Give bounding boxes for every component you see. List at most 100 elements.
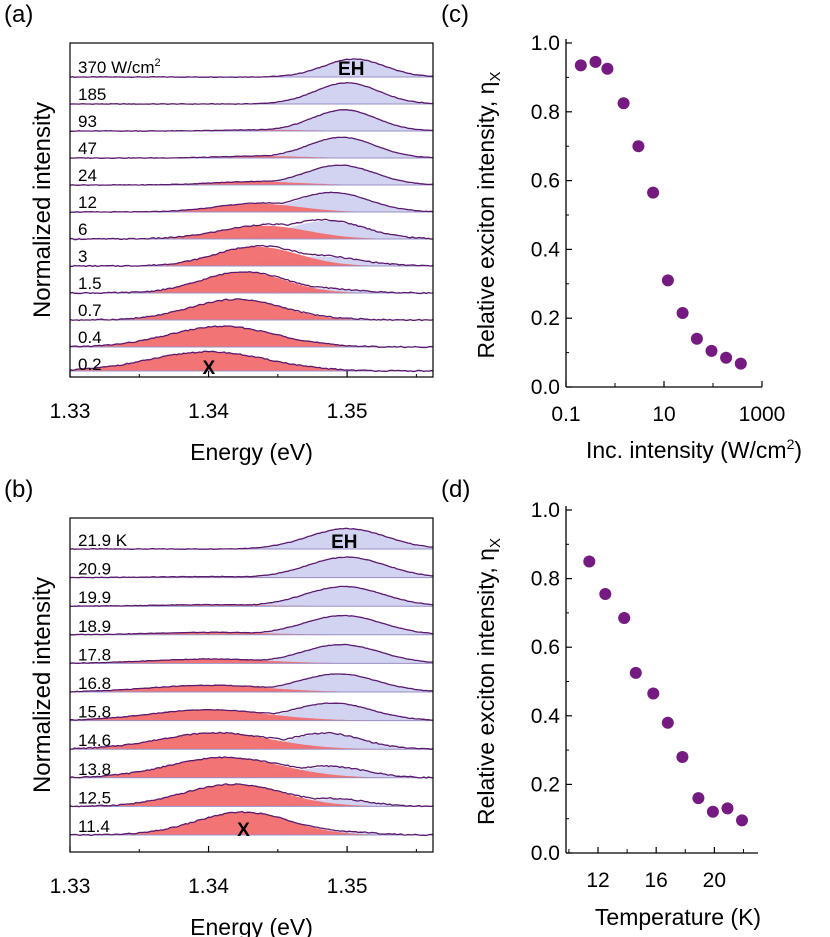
spectrum-11-4-curve (69, 810, 434, 837)
spectrum-18-9: 18.9 (69, 614, 434, 636)
spectrum-185-eh-fill (70, 82, 433, 104)
data-point (676, 307, 689, 319)
x-peak-label: X (203, 358, 216, 379)
spectrum-24-x-fill (70, 181, 433, 185)
spectrum-12-eh-fill (70, 192, 433, 212)
spectrum-47: 47 (69, 136, 434, 159)
spectrum-12-label: 12 (78, 193, 97, 212)
spectrum-15-8-curve (70, 702, 433, 721)
spectrum-15-8-x-fill (70, 709, 433, 721)
y-tick-label: 1.0 (531, 499, 560, 522)
spectrum-18-9-curve (69, 614, 434, 636)
y-tick-label: 1.0 (531, 32, 560, 55)
spectrum-0-4-label: 0.4 (78, 328, 102, 347)
y-tick-label: 0.4 (531, 238, 561, 261)
spectrum-20-9: 20.9 (69, 556, 434, 579)
x-tick-label: 1.35 (327, 400, 368, 423)
spectrum-24-label: 24 (78, 166, 97, 185)
spectrum-1-5-label: 1.5 (78, 274, 102, 293)
x-tick-label: 1.35 (327, 875, 368, 898)
data-point (617, 97, 630, 110)
data-point (734, 357, 747, 370)
spectrum-21-9-eh-fill (70, 528, 433, 549)
spectra-panel-b: 21.9 K 20.9 19.9 18.9 17.8 16.8 15.8 14.6 13.8 12… (29, 517, 434, 937)
spectrum-93-eh-fill (70, 109, 433, 131)
spectrum-0-2-label: 0.2 (78, 355, 102, 374)
spectrum-24-eh-fill (70, 165, 433, 185)
spectrum-15-8: 15.8 (70, 702, 433, 722)
y-axis-title: Normalized intensity (29, 577, 56, 793)
eh-peak-label: EH (338, 59, 364, 80)
spectrum-16-8-x-fill (70, 685, 433, 692)
spectrum-17-8: 17.8 (69, 643, 434, 664)
spectrum-21-9-curve (69, 527, 434, 550)
data-point (736, 814, 748, 827)
spectrum-93-label: 93 (78, 112, 97, 131)
data-point (647, 186, 660, 199)
spectrum-18-9-label: 18.9 (78, 617, 111, 636)
spectrum-19-9-label: 19.9 (78, 588, 111, 607)
spectrum-19-9-curve (70, 585, 434, 608)
spectrum-16-8-curve (69, 673, 434, 693)
spectrum-6-eh-fill (70, 221, 433, 239)
spectrum-0-4-x-fill (70, 326, 433, 347)
spectrum-14-6-x-fill (70, 732, 433, 750)
spectrum-185-curve (69, 81, 434, 105)
spectrum-20-9-eh-fill (70, 557, 433, 578)
scatter-panel-c: 0.0 0.2 0.4 0.6 0.8 1.0 0.1 10 1000 Inc. intensit… (473, 32, 802, 463)
data-point (632, 140, 645, 153)
x-tick-label: 12 (586, 869, 609, 892)
spectrum-47-curve (69, 136, 434, 159)
spectrum-47-eh-fill (70, 137, 433, 158)
x-axis-title: Inc. intensity (W/cm2) (586, 436, 802, 463)
spectrum-12-5-x-fill (70, 784, 433, 807)
spectrum-13-8-x-fill (70, 757, 433, 778)
spectrum-17-8-eh-fill (70, 644, 433, 664)
data-point (661, 716, 674, 729)
spectrum-21-9-label: 21.9 K (78, 531, 128, 550)
x-tick-label: 0.1 (551, 403, 580, 426)
spectrum-3-eh-fill (70, 256, 433, 266)
spectrum-24-curve (69, 164, 434, 186)
spectrum-0-4-curve (69, 325, 434, 349)
spectrum-24: 24 (69, 164, 434, 186)
spectrum-1-5-eh-fill (70, 288, 433, 293)
spectrum-185: 185 (69, 81, 434, 105)
panel-d-letter: (d) (441, 476, 470, 503)
spectrum-13-8-curve (69, 756, 434, 779)
spectrum-6-x-fill (70, 225, 433, 239)
spectrum-12-5-curve (69, 783, 434, 808)
spectrum-13-8-label: 13.8 (78, 760, 111, 779)
spectrum-47-x-fill (70, 156, 433, 158)
spectrum-16-8-label: 16.8 (78, 674, 111, 693)
x-tick-label: 1.34 (188, 400, 229, 423)
y-tick-label: 0.2 (531, 307, 560, 330)
y-axis-title: Relative exciton intensity, ηX (473, 538, 504, 825)
x-axis-title-sup: 2 (787, 436, 795, 452)
x-tick-label: 1.34 (188, 875, 229, 898)
plot-frame (69, 42, 434, 378)
x-tick-label: 16 (645, 869, 668, 892)
spectrum-0-7-label: 0.7 (78, 301, 102, 320)
panel-c-letter: (c) (441, 1, 469, 28)
data-point (589, 55, 602, 68)
spectrum-1-5-x-fill (70, 271, 433, 293)
spectrum-20-9-curve (69, 556, 434, 579)
spectrum-6: 6 (69, 218, 434, 241)
spectrum-0-7-x-fill (70, 299, 433, 320)
spectrum-20-9-label: 20.9 (78, 560, 111, 579)
data-point (692, 792, 705, 805)
spectrum-3: 3 (70, 244, 434, 268)
x-peak-label: X (237, 820, 250, 841)
x-axis-title: Energy (eV) (190, 914, 313, 937)
spectrum-1-5: 1.5 (69, 271, 434, 295)
spectra-panel-a: 370 W/cm2 185 93 47 24 12 6 3 1.5 0.7 0.4 0.2 EH X 1.3… (29, 42, 434, 465)
spectrum-0-4: 0.4 (69, 325, 434, 349)
spectrum-17-8-curve (69, 643, 434, 664)
data-point (690, 332, 703, 345)
x-axis-title: Energy (eV) (190, 439, 313, 465)
data-point (676, 751, 689, 763)
spectrum-11-4-x-fill (70, 812, 433, 835)
spectrum-11-4-label: 11.4 (78, 817, 110, 836)
